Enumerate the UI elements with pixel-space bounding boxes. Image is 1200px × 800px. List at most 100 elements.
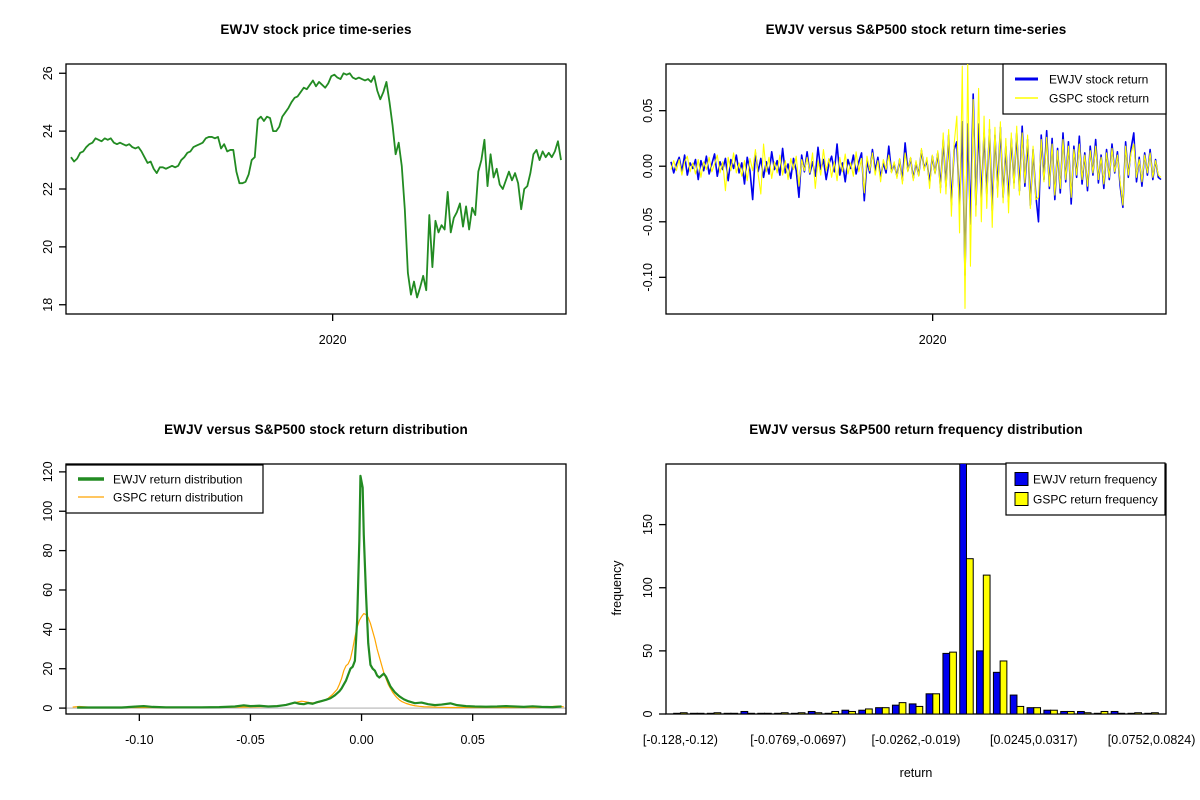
bar-ewjv-return-frequency — [841, 709, 850, 714]
legend-swatch-box — [1014, 472, 1029, 486]
bar-gspc-return-frequency — [1134, 712, 1142, 714]
bar-ewjv-return-frequency — [673, 712, 681, 714]
x-tick-label: [-0.0769,-0.0697) — [750, 733, 846, 747]
price-timeseries-title: EWJV stock price time-series — [220, 22, 412, 37]
x-tick-label: 0.05 — [460, 733, 484, 747]
bar-ewjv-return-frequency — [774, 712, 782, 714]
x-axis-label-return: return — [899, 766, 933, 780]
bar-ewjv-return-frequency — [875, 707, 883, 714]
bar-ewjv-return-frequency — [1009, 694, 1018, 714]
bar-gspc-return-frequency — [814, 712, 823, 714]
x-tick-label: [-0.0262,-0.019) — [872, 733, 961, 747]
x-tick-label: 0.00 — [349, 733, 373, 747]
legend-box — [1002, 63, 1167, 115]
bar-gspc-return-frequency — [764, 712, 772, 714]
series-line-gspc-stock-return — [670, 64, 1162, 309]
bar-gspc-return-frequency — [848, 710, 856, 714]
legend-label: GSPC stock return — [1049, 92, 1149, 106]
y-tick-label: 40 — [41, 622, 55, 636]
bar-gspc-return-frequency — [797, 712, 806, 714]
bar-ewjv-return-frequency — [1144, 712, 1153, 714]
bar-ewjv-return-frequency — [824, 712, 833, 714]
panel-return-timeseries: EWJV versus S&P500 stock return time-ser… — [600, 0, 1200, 400]
x-tick-label: -0.10 — [125, 733, 154, 747]
bar-gspc-return-frequency — [713, 712, 722, 714]
legend-label: GSPC return distribution — [113, 491, 243, 505]
series-line-ewjv-stock-price — [70, 72, 562, 299]
bar-ewjv-return-frequency — [740, 710, 749, 714]
y-tick-label: 20 — [41, 662, 55, 676]
bar-ewjv-return-frequency — [858, 709, 867, 714]
bar-gspc-return-frequency — [1083, 712, 1092, 714]
return-timeseries-chart: 0.05 0.00 -0.05 -0.10 2020 EWJV stock return G… — [641, 63, 1167, 347]
bar-ewjv-return-frequency — [925, 693, 934, 714]
y-axis-label-frequency: frequency — [610, 560, 624, 616]
x-tick-label: 2020 — [919, 333, 947, 347]
return-distribution-title: EWJV versus S&P500 stock return distribu… — [164, 422, 468, 437]
bar-gspc-return-frequency — [1050, 709, 1058, 714]
series-line-gspc-return-distribution — [72, 613, 564, 709]
y-tick-label: 20 — [41, 240, 55, 254]
y-tick-label: 18 — [41, 298, 55, 312]
price-timeseries-chart: 18 20 22 24 26 2020 — [41, 63, 567, 347]
bar-gspc-return-frequency — [865, 708, 873, 714]
bar-ewjv-return-frequency — [959, 464, 967, 714]
y-tick-label: 80 — [41, 544, 55, 558]
panel-return-distribution: EWJV versus S&P500 stock return distribu… — [0, 400, 600, 800]
bar-gspc-return-frequency — [1033, 707, 1042, 714]
x-tick-label: [-0.128,-0.12) — [643, 733, 718, 747]
bar-gspc-return-frequency — [999, 660, 1008, 714]
panel-return-frequency: EWJV versus S&P500 return frequency dist… — [600, 400, 1200, 800]
y-tick-label: 26 — [41, 66, 55, 80]
bar-ewjv-return-frequency — [723, 712, 732, 714]
bar-gspc-return-frequency — [747, 712, 755, 714]
legend-box — [65, 464, 264, 514]
y-tick-label: -0.05 — [641, 207, 655, 236]
bar-gspc-return-frequency — [696, 712, 705, 714]
bar-ewjv-return-frequency — [690, 712, 698, 714]
plot-box — [65, 463, 567, 715]
bar-ewjv-return-frequency — [992, 671, 1001, 714]
bar-ewjv-return-frequency — [1077, 710, 1085, 714]
bar-gspc-return-frequency — [1117, 712, 1126, 714]
x-tick-label: [0.0752,0.0824) — [1108, 733, 1196, 747]
bar-gspc-return-frequency — [1016, 705, 1025, 714]
y-tick-label: 100 — [41, 501, 55, 522]
bar-gspc-return-frequency — [780, 712, 789, 714]
bar-gspc-return-frequency — [949, 651, 957, 714]
bar-gspc-return-frequency — [730, 712, 739, 714]
legend-label: EWJV return frequency — [1033, 473, 1157, 487]
bar-gspc-return-frequency — [831, 710, 840, 714]
y-tick-label: 24 — [41, 124, 55, 138]
bar-ewjv-return-frequency — [1093, 712, 1102, 714]
bar-gspc-return-frequency — [915, 705, 924, 714]
bar-ewjv-return-frequency — [1127, 712, 1136, 714]
bar-ewjv-return-frequency — [757, 712, 766, 714]
legend-box — [1005, 462, 1166, 516]
bar-gspc-return-frequency — [1151, 712, 1159, 714]
bar-ewjv-return-frequency — [807, 710, 816, 714]
bar-ewjv-return-frequency — [908, 703, 917, 714]
legend-label: EWJV return distribution — [113, 473, 242, 487]
bar-gspc-return-frequency — [932, 693, 941, 714]
y-tick-label: 22 — [41, 182, 55, 196]
return-frequency-title: EWJV versus S&P500 return frequency dist… — [749, 422, 1083, 437]
bar-gspc-return-frequency — [965, 558, 974, 714]
bar-ewjv-return-frequency — [1043, 709, 1052, 714]
x-tick-label: -0.05 — [236, 733, 265, 747]
bar-gspc-return-frequency — [898, 702, 907, 714]
plot-box — [665, 63, 1167, 315]
y-tick-label: 0.00 — [641, 154, 655, 178]
y-tick-label: 50 — [641, 644, 655, 658]
bar-ewjv-return-frequency — [790, 712, 799, 714]
legend-label: GSPC return frequency — [1033, 493, 1158, 507]
bar-gspc-return-frequency — [881, 707, 890, 714]
return-distribution-chart: 0 20 40 60 80 100 120 -0.10 -0.05 0.00 0.05 EWJV re… — [41, 461, 567, 747]
bar-ewjv-return-frequency — [976, 650, 984, 714]
bar-ewjv-return-frequency — [1060, 710, 1068, 714]
x-tick-label: 2020 — [319, 333, 347, 347]
return-frequency-chart: 0 50 100 150 [-0.128,-0.12) [-0.0769,-0.0697)… — [641, 462, 1196, 747]
bar-ewjv-return-frequency — [1110, 710, 1119, 714]
y-tick-label: 150 — [641, 514, 655, 535]
